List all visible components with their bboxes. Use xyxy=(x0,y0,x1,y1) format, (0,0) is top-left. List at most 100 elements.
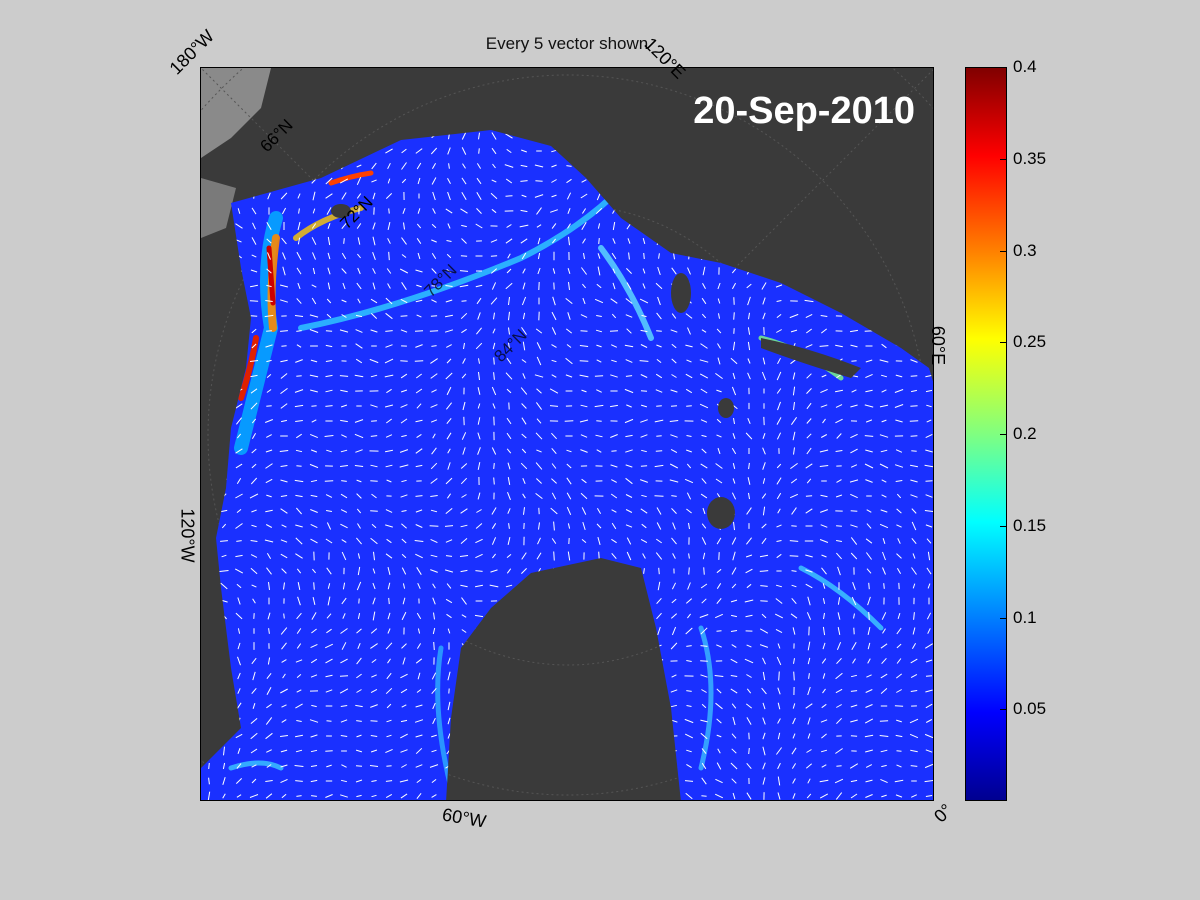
drift-vector xyxy=(250,540,258,542)
drift-vector xyxy=(731,583,737,589)
drift-vector xyxy=(251,778,257,784)
colorbar-tick-label: 0.25 xyxy=(1013,332,1047,352)
drift-vector xyxy=(431,447,437,455)
drift-vector xyxy=(701,703,707,709)
drift-vector xyxy=(355,314,363,318)
drift-vector xyxy=(657,581,661,591)
drift-vector xyxy=(357,253,361,259)
drift-vector xyxy=(550,507,558,515)
drift-vector xyxy=(370,298,378,304)
drift-vector xyxy=(551,164,557,168)
drift-vector xyxy=(237,628,241,634)
drift-vector xyxy=(640,404,648,408)
drift-vector xyxy=(371,658,377,664)
drift-vector xyxy=(776,300,782,302)
drift-vector xyxy=(716,434,722,438)
drift-vector xyxy=(327,236,331,246)
drift-vector xyxy=(851,389,857,393)
drift-vector xyxy=(537,252,541,260)
drift-vector xyxy=(399,464,409,468)
ice-drift-map[interactable]: 66°N 72°N 78°N 84°N 20-Sep-2010 xyxy=(200,67,934,801)
drift-vector xyxy=(400,315,408,317)
drift-vector xyxy=(459,270,469,272)
drift-vector xyxy=(250,284,258,288)
drift-vector xyxy=(446,253,452,259)
drift-vector xyxy=(446,613,452,619)
colorbar-tick-mark xyxy=(1000,709,1007,711)
drift-vector xyxy=(385,193,393,199)
drift-vector xyxy=(416,162,422,170)
drift-vector xyxy=(879,523,889,529)
drift-vector xyxy=(625,494,633,498)
drift-vector xyxy=(671,358,677,364)
land-light-patch xyxy=(201,68,271,158)
colorbar-tick-label: 0.3 xyxy=(1013,240,1037,260)
drift-vector xyxy=(267,657,271,665)
drift-vector xyxy=(881,794,887,798)
drift-vector xyxy=(249,493,259,499)
drift-vector xyxy=(251,207,257,215)
drift-vector xyxy=(926,538,932,544)
drift-vector xyxy=(356,223,362,229)
drift-vector xyxy=(700,674,708,678)
drift-vector xyxy=(327,583,331,589)
drift-vector xyxy=(761,523,767,529)
drift-vector xyxy=(701,478,707,484)
drift-vector xyxy=(431,794,437,798)
drift-vector xyxy=(431,252,437,260)
drift-vector xyxy=(820,388,828,394)
drift-vector xyxy=(462,401,466,411)
drift-vector xyxy=(296,568,302,574)
drift-vector xyxy=(312,252,316,260)
drift-vector xyxy=(896,568,902,574)
drift-vector xyxy=(266,221,272,231)
drift-vector xyxy=(823,612,825,620)
drift-vector xyxy=(640,329,648,333)
drift-vector xyxy=(251,237,257,245)
drift-vector xyxy=(655,552,663,560)
drift-vector xyxy=(460,463,468,469)
drift-vector xyxy=(625,375,633,377)
drift-vector xyxy=(356,282,362,290)
drift-vector xyxy=(265,793,273,799)
drift-vector xyxy=(656,312,662,320)
drift-vector xyxy=(294,315,304,317)
drift-vector xyxy=(310,359,318,363)
drift-vector xyxy=(883,583,885,589)
drift-vector xyxy=(762,357,766,365)
drift-vector xyxy=(208,762,210,770)
drift-vector xyxy=(386,703,392,709)
drift-vector xyxy=(416,567,422,575)
drift-vector xyxy=(701,297,707,305)
colorbar-tick-mark xyxy=(1000,67,1007,68)
drift-vector xyxy=(895,734,903,738)
drift-vector xyxy=(717,298,721,304)
drift-vector xyxy=(896,719,902,723)
drift-vector xyxy=(369,358,379,364)
drift-vector xyxy=(927,551,931,561)
drift-vector xyxy=(222,762,226,770)
drift-vector xyxy=(551,223,557,229)
drift-vector xyxy=(310,674,318,678)
drift-vector xyxy=(295,524,303,528)
drift-vector xyxy=(865,779,873,783)
colorbar-tick-mark xyxy=(1000,434,1007,435)
drift-vector xyxy=(775,628,783,634)
drift-vector xyxy=(415,734,423,738)
drift-vector xyxy=(777,401,781,411)
drift-vector xyxy=(789,540,799,542)
drift-vector xyxy=(401,178,407,184)
drift-vector xyxy=(567,551,571,561)
drift-vector xyxy=(731,778,737,784)
drift-vector xyxy=(641,494,647,498)
drift-vector xyxy=(431,268,437,274)
drift-vector xyxy=(325,658,333,664)
drift-vector xyxy=(476,208,482,214)
drift-vector xyxy=(580,492,588,500)
drift-vector xyxy=(279,450,289,452)
drift-vector xyxy=(493,357,495,365)
drift-vector xyxy=(295,749,303,753)
drift-vector xyxy=(879,463,889,469)
drift-vector xyxy=(266,703,272,709)
drift-vector xyxy=(807,686,811,696)
